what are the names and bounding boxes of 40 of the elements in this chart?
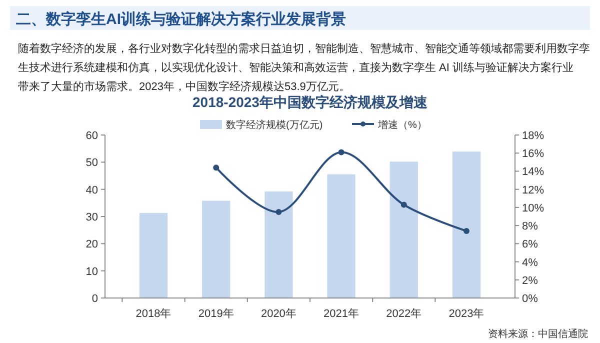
y2-tick-label: 14% [522,166,544,178]
y2-tick-label: 4% [522,256,538,269]
x-tick-label: 2019年 [198,308,234,320]
text: 资料来源：中国信通院 [488,328,588,340]
chart-title: 2018-2023年中国数字经济规模及增速 [192,94,428,110]
legend-label: 数字经济规模(万亿元) [226,119,323,131]
y-tick-label: 10 [86,266,98,278]
y2-tick-label: 10% [522,202,544,214]
point [400,202,407,208]
point [213,164,220,171]
y-tick-label: 30 [86,212,98,224]
text: 随着数字经济的发展，各行业对数字化转型的需求日益迫切，智能制造、智慧城市、智能交通等领域都需要利用数字孪生技术进行系统建模和仿真，以实现优化设计、智能决策和高效运营，直接为数字孪生 AI 训练与验证解决方案行业带来了大量的市场需求。2023年，中国数字经济规模达53.9万亿元。 [18,42,590,93]
y2-tick-label: 0% [522,293,538,305]
point [276,208,282,215]
point [338,149,344,156]
y2-tick-label: 12% [522,184,544,196]
y-tick-label: 40 [86,184,98,196]
y2-tick-label: 6% [522,238,538,251]
bar [452,152,481,298]
y2-tick-label: 16% [522,148,544,160]
bar [139,212,168,298]
x-tick-label: 2020年 [260,308,296,320]
bar [390,162,418,298]
x-tick-label: 2022年 [386,308,422,320]
y2-tick-label: 2% [522,274,538,287]
bar [327,174,356,298]
y-tick-label: 50 [86,157,98,170]
bar [264,192,293,298]
y-tick-label: 0 [92,293,98,305]
y-tick-label: 60 [86,130,98,142]
y2-tick-label: 18% [522,130,544,142]
x-tick-label: 2023年 [448,308,484,320]
x-tick-label: 2018年 [136,308,172,320]
y2-tick-label: 8% [522,220,538,233]
bar [202,200,230,298]
text: 二、数字孪生AI训练与验证解决方案行业发展背景 [16,10,346,28]
legend-label: 增速（%） [377,119,427,131]
point [463,228,470,234]
y-tick-label: 20 [86,238,98,251]
x-tick-label: 2021年 [324,308,360,320]
